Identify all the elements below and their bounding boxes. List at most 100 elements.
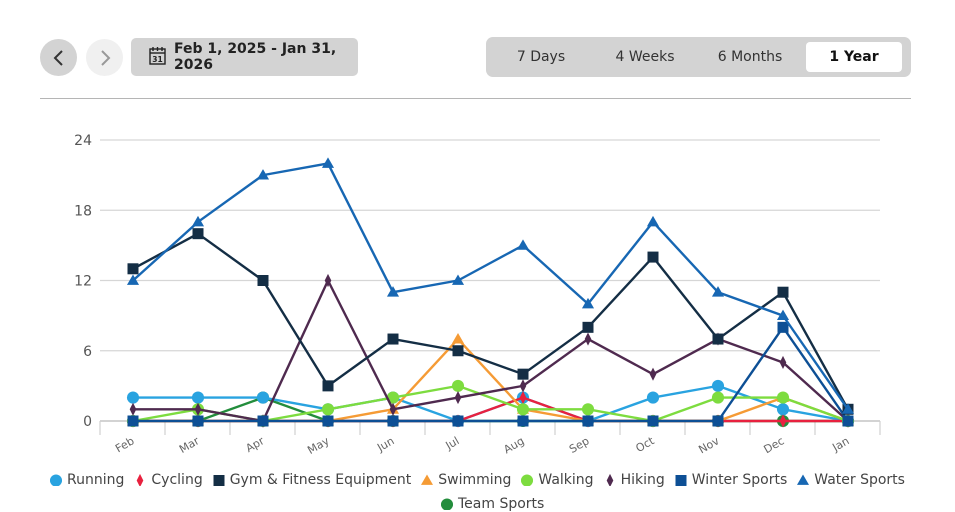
data-point[interactable] bbox=[711, 379, 725, 392]
data-point[interactable] bbox=[386, 391, 400, 404]
data-point[interactable] bbox=[841, 403, 855, 414]
data-point[interactable] bbox=[257, 275, 269, 286]
x-tick-label: Apr bbox=[244, 434, 267, 455]
data-point[interactable] bbox=[127, 415, 139, 427]
data-point[interactable] bbox=[516, 403, 530, 416]
legend-item[interactable]: Cycling bbox=[134, 472, 203, 488]
data-point[interactable] bbox=[711, 286, 725, 297]
data-point[interactable] bbox=[452, 415, 464, 427]
legend-symbol[interactable] bbox=[50, 474, 63, 486]
legend-symbol[interactable] bbox=[421, 474, 434, 485]
data-point[interactable] bbox=[517, 368, 529, 380]
data-point[interactable] bbox=[712, 415, 724, 427]
line-chart: 0 6 12 18 24 Feb Mar Apr May Jun Jul Aug Sep Oct Nov D… bbox=[74, 133, 881, 457]
data-point[interactable] bbox=[126, 391, 140, 404]
data-point[interactable] bbox=[451, 332, 465, 344]
legend-item[interactable]: Winter Sports bbox=[675, 472, 787, 488]
legend-item[interactable]: Team Sports bbox=[441, 496, 544, 512]
series-swimming bbox=[126, 332, 855, 426]
legend-item[interactable]: Walking bbox=[521, 472, 594, 488]
circle-legend-icon bbox=[50, 474, 63, 486]
legend-label: Water Sports bbox=[814, 472, 905, 488]
series-water-sports bbox=[126, 157, 855, 414]
x-tick-label: Sep bbox=[567, 434, 591, 456]
series-line bbox=[132, 232, 850, 410]
data-point[interactable] bbox=[779, 414, 787, 428]
data-point[interactable] bbox=[192, 415, 204, 427]
data-point[interactable] bbox=[779, 355, 787, 370]
data-point[interactable] bbox=[256, 391, 270, 404]
data-point[interactable] bbox=[582, 415, 594, 427]
data-point[interactable] bbox=[712, 333, 724, 345]
data-point[interactable] bbox=[322, 380, 334, 392]
data-point[interactable] bbox=[776, 309, 790, 321]
legend-symbol[interactable] bbox=[521, 474, 534, 486]
legend-symbol[interactable] bbox=[137, 474, 144, 486]
data-point[interactable] bbox=[777, 286, 789, 298]
data-point[interactable] bbox=[776, 403, 790, 416]
data-point[interactable] bbox=[191, 391, 205, 404]
data-point[interactable] bbox=[256, 169, 270, 180]
chevron-right-icon bbox=[100, 49, 110, 66]
data-point[interactable] bbox=[516, 239, 530, 250]
data-point[interactable] bbox=[647, 251, 659, 263]
data-point[interactable] bbox=[389, 402, 397, 416]
legend-symbol[interactable] bbox=[675, 475, 687, 486]
date-range-button[interactable]: 31 Feb 1, 2025 - Jan 31, 2026 bbox=[131, 38, 358, 76]
data-point[interactable] bbox=[452, 345, 464, 357]
triangle-legend-icon bbox=[421, 474, 434, 485]
legend-item[interactable]: Gym & Fitness Equipment bbox=[213, 472, 411, 488]
data-point[interactable] bbox=[386, 286, 400, 297]
data-point[interactable] bbox=[194, 402, 202, 416]
range-tab-6-months[interactable]: 6 Months bbox=[717, 49, 783, 65]
legend-symbol[interactable] bbox=[441, 498, 453, 510]
data-point[interactable] bbox=[257, 415, 269, 427]
data-point[interactable] bbox=[649, 367, 657, 381]
data-point[interactable] bbox=[321, 157, 335, 168]
data-point[interactable] bbox=[192, 228, 204, 240]
data-point[interactable] bbox=[776, 391, 790, 404]
data-point[interactable] bbox=[454, 390, 462, 405]
legend-symbol[interactable] bbox=[213, 475, 225, 486]
data-point[interactable] bbox=[842, 415, 854, 427]
data-point[interactable] bbox=[519, 379, 527, 393]
data-point[interactable] bbox=[647, 415, 659, 427]
data-point[interactable] bbox=[321, 403, 335, 416]
legend-symbol[interactable] bbox=[606, 474, 613, 486]
legend-label: Walking bbox=[538, 472, 594, 488]
data-point[interactable] bbox=[581, 297, 595, 309]
range-tab-1-year[interactable]: 1 Year bbox=[806, 42, 902, 72]
data-point[interactable] bbox=[646, 215, 660, 227]
legend-item[interactable]: Water Sports bbox=[797, 472, 905, 488]
data-point[interactable] bbox=[582, 321, 594, 333]
legend-item[interactable]: Hiking bbox=[604, 472, 665, 488]
x-tick-label: Aug bbox=[501, 434, 526, 456]
range-tab-4-weeks[interactable]: 4 Weeks bbox=[615, 49, 675, 65]
data-point[interactable] bbox=[777, 321, 789, 333]
data-point[interactable] bbox=[322, 415, 334, 427]
data-point[interactable] bbox=[451, 274, 465, 285]
header-divider bbox=[40, 98, 911, 99]
data-point[interactable] bbox=[581, 403, 595, 416]
data-point[interactable] bbox=[126, 274, 140, 285]
previous-period-button[interactable] bbox=[40, 39, 77, 76]
next-period-button[interactable] bbox=[86, 39, 123, 76]
data-point[interactable] bbox=[711, 391, 725, 404]
diamond-legend-icon bbox=[606, 474, 613, 486]
data-point[interactable] bbox=[646, 391, 660, 404]
data-point[interactable] bbox=[129, 402, 137, 416]
data-point[interactable] bbox=[451, 379, 465, 392]
data-point[interactable] bbox=[387, 415, 399, 427]
data-point[interactable] bbox=[191, 215, 205, 227]
data-point[interactable] bbox=[127, 263, 139, 275]
data-point[interactable] bbox=[584, 332, 592, 346]
legend-item[interactable]: Running bbox=[50, 472, 124, 488]
legend-item[interactable]: Swimming bbox=[421, 472, 511, 488]
data-point[interactable] bbox=[387, 333, 399, 345]
legend-symbol[interactable] bbox=[797, 474, 810, 485]
data-point[interactable] bbox=[324, 273, 332, 288]
square-legend-icon bbox=[213, 475, 225, 486]
range-tab-7-days[interactable]: 7 Days bbox=[516, 49, 566, 65]
data-point[interactable] bbox=[519, 390, 527, 405]
data-point[interactable] bbox=[517, 415, 529, 427]
